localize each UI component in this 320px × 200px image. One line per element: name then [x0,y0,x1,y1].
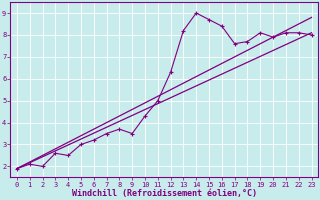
X-axis label: Windchill (Refroidissement éolien,°C): Windchill (Refroidissement éolien,°C) [72,189,257,198]
